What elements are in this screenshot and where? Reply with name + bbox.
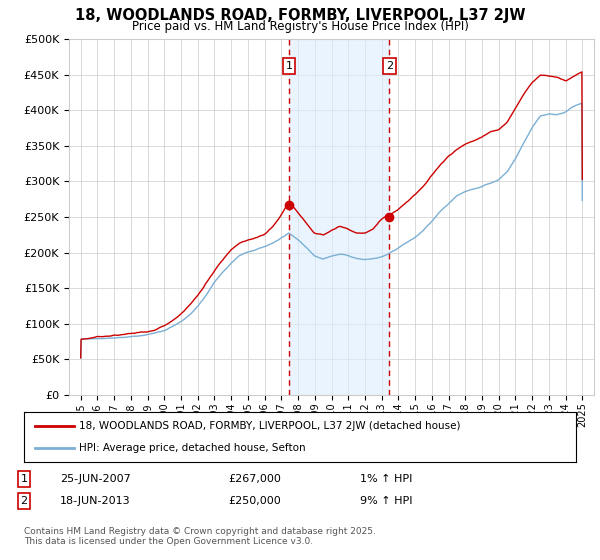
Text: 1: 1	[286, 61, 293, 71]
Text: 2: 2	[386, 61, 393, 71]
Text: 18, WOODLANDS ROAD, FORMBY, LIVERPOOL, L37 2JW (detached house): 18, WOODLANDS ROAD, FORMBY, LIVERPOOL, L…	[79, 421, 461, 431]
Text: HPI: Average price, detached house, Sefton: HPI: Average price, detached house, Seft…	[79, 443, 306, 453]
Text: 9% ↑ HPI: 9% ↑ HPI	[360, 496, 413, 506]
Text: Contains HM Land Registry data © Crown copyright and database right 2025.
This d: Contains HM Land Registry data © Crown c…	[24, 526, 376, 546]
Text: 1% ↑ HPI: 1% ↑ HPI	[360, 474, 412, 484]
Text: 1: 1	[20, 474, 28, 484]
Bar	[289, 39, 389, 395]
Text: 18-JUN-2013: 18-JUN-2013	[60, 496, 131, 506]
Text: 25-JUN-2007: 25-JUN-2007	[60, 474, 131, 484]
Text: £250,000: £250,000	[228, 496, 281, 506]
Text: 18, WOODLANDS ROAD, FORMBY, LIVERPOOL, L37 2JW: 18, WOODLANDS ROAD, FORMBY, LIVERPOOL, L…	[75, 8, 525, 24]
Text: Price paid vs. HM Land Registry's House Price Index (HPI): Price paid vs. HM Land Registry's House …	[131, 20, 469, 32]
Text: 2: 2	[20, 496, 28, 506]
Text: £267,000: £267,000	[228, 474, 281, 484]
